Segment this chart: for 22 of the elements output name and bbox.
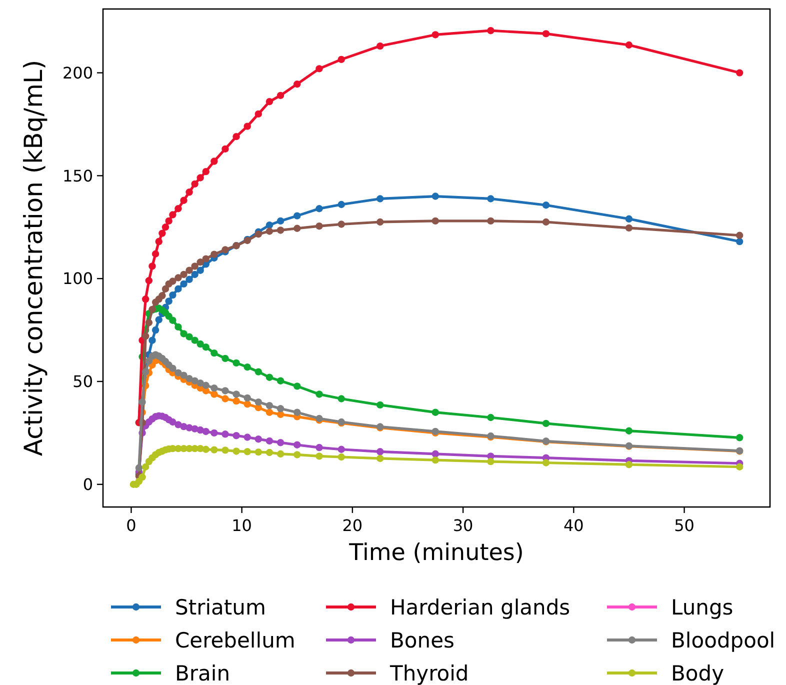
x-tick-label: 50 (674, 516, 694, 535)
legend-label: Striatum (175, 595, 266, 620)
y-tick-label: 200 (62, 63, 93, 82)
y-tick-label: 100 (62, 269, 93, 288)
x-tick-label: 20 (342, 516, 363, 535)
legend-label: Brain (175, 661, 230, 685)
legend-label: Harderian glands (390, 595, 570, 620)
legend-label: Body (671, 661, 724, 685)
y-axis-title: Activity concentration (kBq/mL) (19, 60, 48, 456)
x-tick-label: 10 (232, 516, 252, 535)
x-tick-label: 30 (452, 516, 474, 535)
legend-label: Cerebellum (175, 628, 296, 652)
legend-label: Lungs (671, 595, 734, 620)
y-tick-label: 150 (62, 166, 93, 186)
x-axis-title: Time (minutes) (348, 540, 524, 566)
x-tick-label: 40 (563, 516, 584, 535)
x-tick-label: 0 (126, 516, 136, 535)
y-tick-label: 50 (72, 372, 93, 392)
legend-label: Thyroid (389, 661, 469, 685)
legend-label: Bloodpool (671, 628, 776, 652)
y-tick-label: 0 (82, 474, 93, 494)
legend-label: Bones (390, 628, 454, 652)
